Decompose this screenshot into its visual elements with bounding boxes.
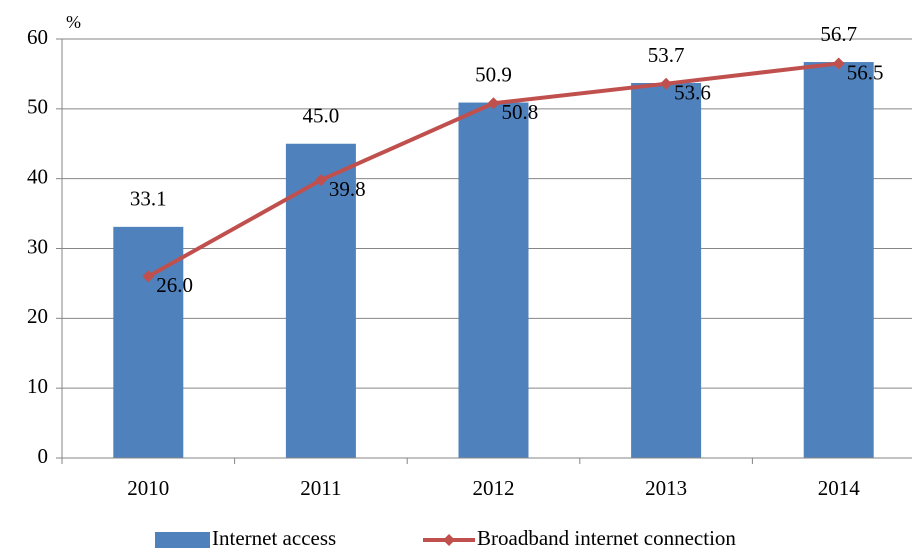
y-tick-label: 40: [27, 164, 48, 188]
y-tick-label: 50: [27, 95, 48, 119]
legend-label: Broadband internet connection: [477, 526, 736, 550]
bar-value-label: 45.0: [303, 104, 340, 128]
bar-value-label: 53.7: [648, 43, 685, 67]
y-tick-label: 0: [38, 444, 49, 468]
bar: [631, 82, 702, 459]
line-marker: [660, 77, 673, 90]
bar-value-label: 56.7: [820, 22, 857, 46]
line-value-label: 56.5: [847, 60, 884, 84]
line-value-label: 39.8: [329, 177, 366, 201]
legend-marker: [443, 534, 455, 546]
legend-label: Internet access: [212, 526, 336, 550]
line-marker: [487, 97, 500, 110]
x-tick-label: 2011: [300, 476, 341, 500]
y-tick-label: 60: [27, 25, 48, 49]
y-tick-label: 10: [27, 374, 48, 398]
bar-value-label: 33.1: [130, 187, 167, 211]
bar: [803, 62, 874, 459]
x-tick-label: 2010: [127, 476, 169, 500]
bar: [285, 143, 356, 458]
line-marker: [142, 270, 155, 283]
line-value-label: 26.0: [156, 273, 193, 297]
y-tick-label: 30: [27, 234, 48, 258]
y-axis-label: %: [66, 12, 81, 32]
y-tick-label: 20: [27, 304, 48, 328]
x-tick-label: 2014: [818, 476, 861, 500]
line-value-label: 50.8: [502, 100, 539, 124]
line-value-label: 53.6: [674, 81, 711, 105]
bar: [458, 102, 529, 458]
bar-value-label: 50.9: [475, 62, 512, 86]
x-tick-label: 2012: [473, 476, 515, 500]
line-marker: [832, 57, 845, 70]
line-marker: [314, 174, 327, 187]
legend-swatch: [155, 532, 210, 548]
x-tick-label: 2013: [645, 476, 687, 500]
